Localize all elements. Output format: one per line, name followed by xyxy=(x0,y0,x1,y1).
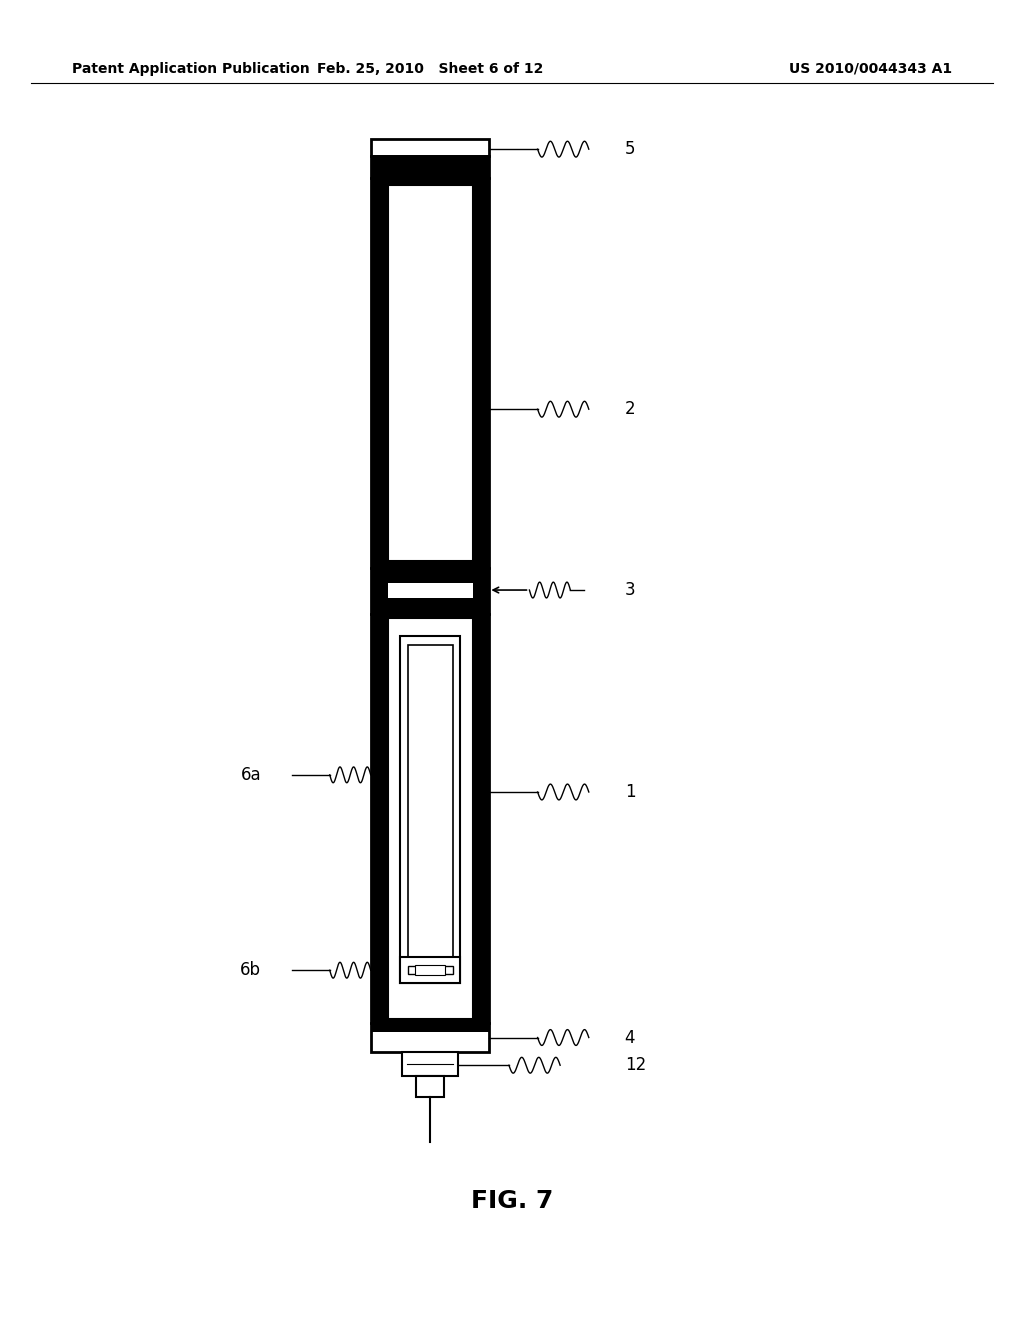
Bar xyxy=(371,568,489,614)
Bar xyxy=(371,1023,489,1052)
Text: US 2010/0044343 A1: US 2010/0044343 A1 xyxy=(788,62,952,75)
Bar xyxy=(371,157,489,178)
Text: FIG. 7: FIG. 7 xyxy=(471,1189,553,1213)
Text: 1: 1 xyxy=(625,783,635,801)
Bar xyxy=(415,965,445,975)
Bar xyxy=(400,636,460,983)
Text: 3: 3 xyxy=(625,581,635,599)
Bar xyxy=(401,1052,458,1076)
Bar xyxy=(387,618,473,1019)
Text: 12: 12 xyxy=(625,1056,646,1074)
Bar xyxy=(387,185,473,561)
Bar xyxy=(371,614,489,1023)
Text: Feb. 25, 2010   Sheet 6 of 12: Feb. 25, 2010 Sheet 6 of 12 xyxy=(316,62,544,75)
Text: 5: 5 xyxy=(625,140,635,158)
Bar xyxy=(387,583,473,598)
Text: 4: 4 xyxy=(625,1028,635,1047)
Text: 2: 2 xyxy=(625,400,635,418)
Bar xyxy=(400,957,460,983)
Bar xyxy=(416,1076,444,1097)
Text: 6a: 6a xyxy=(241,766,261,784)
Text: 6b: 6b xyxy=(240,961,261,979)
Bar xyxy=(408,966,453,974)
Bar xyxy=(371,1023,489,1032)
Bar xyxy=(415,655,445,965)
Text: Patent Application Publication: Patent Application Publication xyxy=(72,62,309,75)
Bar xyxy=(408,645,453,974)
Bar xyxy=(371,178,489,568)
Bar xyxy=(371,139,489,156)
